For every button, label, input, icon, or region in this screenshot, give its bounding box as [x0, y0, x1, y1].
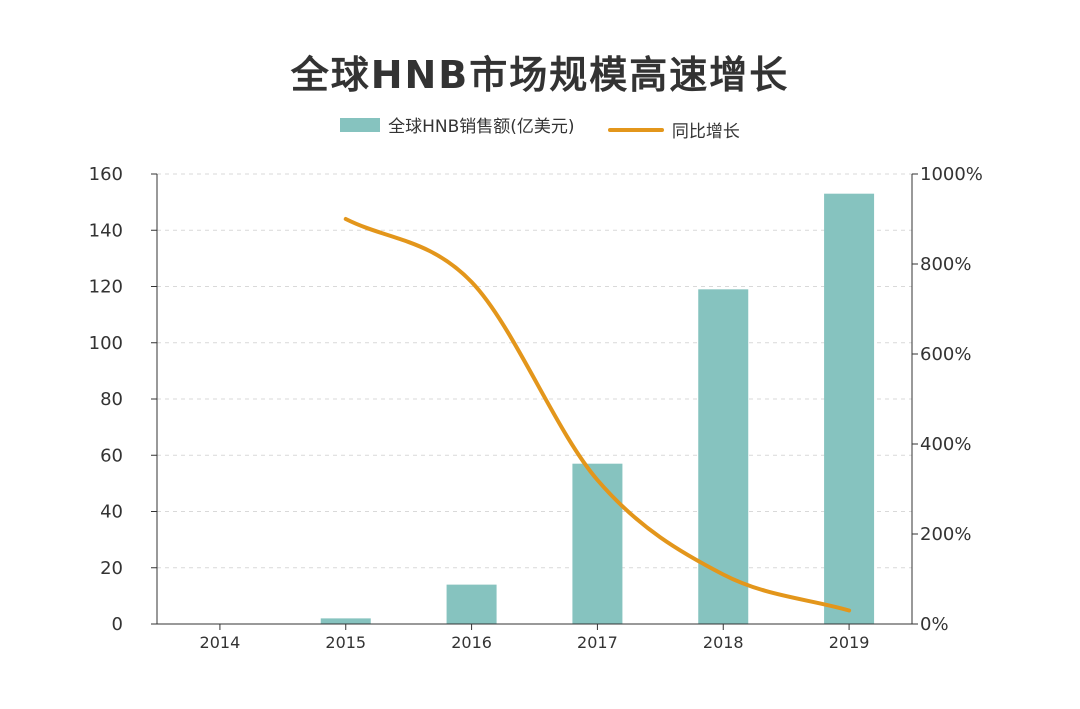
- bar: [446, 584, 497, 624]
- bar: [572, 463, 623, 624]
- x-tick-label: 2015: [325, 633, 366, 652]
- y-right-tick-label: 1000%: [920, 164, 983, 185]
- y-left-tick-label: 160: [89, 164, 123, 185]
- legend: 全球HNB销售额(亿美元) 同比增长: [0, 112, 1080, 142]
- y-right-tick-label: 600%: [920, 344, 971, 365]
- growth-line: [343, 217, 852, 613]
- bar: [698, 289, 749, 624]
- y-left-tick-label: 100: [89, 333, 123, 354]
- legend-label-growth: 同比增长: [671, 122, 740, 142]
- y-left-tick-label: 120: [89, 277, 123, 298]
- x-tick-label: 2014: [200, 633, 241, 652]
- x-tick-label: 2016: [451, 633, 492, 652]
- y-right-tick-label: 0%: [920, 614, 949, 635]
- legend-item-sales: 全球HNB销售额(亿美元): [340, 112, 575, 137]
- y-left-tick-label: 140: [89, 220, 123, 241]
- x-tick-label: 2017: [577, 633, 618, 652]
- bar: [320, 618, 371, 624]
- y-left-tick-label: 0: [112, 614, 123, 635]
- legend-label-sales: 全球HNB销售额(亿美元): [388, 117, 575, 137]
- legend-swatch-growth: [607, 127, 664, 132]
- legend-swatch-sales: [340, 117, 381, 132]
- y-right-tick-label: 800%: [920, 254, 971, 275]
- y-left-tick-label: 80: [100, 389, 123, 410]
- x-tick-label: 2019: [829, 633, 870, 652]
- y-right-tick-label: 400%: [920, 434, 971, 455]
- legend-item-growth: 同比增长: [607, 117, 740, 142]
- y-right-tick-label: 200%: [920, 524, 971, 545]
- x-tick-label: 2018: [703, 633, 744, 652]
- y-left-tick-label: 20: [100, 558, 123, 579]
- chart-title: 全球HNB市场规模高速增长: [290, 53, 790, 97]
- y-left-tick-label: 40: [100, 502, 123, 523]
- y-left-tick-label: 60: [100, 445, 123, 466]
- bar: [824, 193, 875, 624]
